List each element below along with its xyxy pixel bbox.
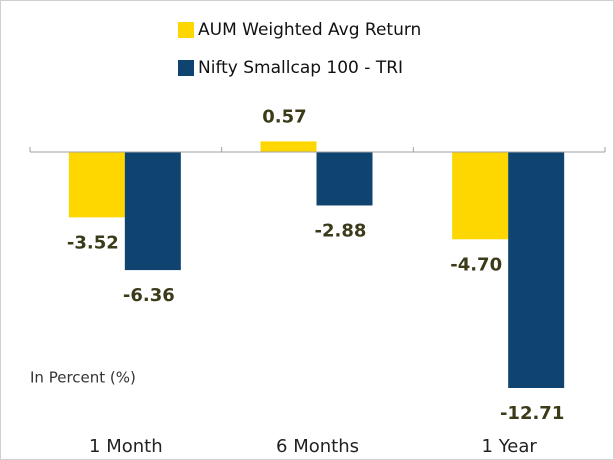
legend-label: AUM Weighted Avg Return bbox=[198, 20, 421, 40]
value-label: 0.57 bbox=[262, 106, 306, 127]
annotation: In Percent (%) bbox=[30, 369, 136, 387]
value-label: -12.71 bbox=[500, 403, 564, 424]
value-label: -2.88 bbox=[315, 220, 367, 241]
bar bbox=[452, 152, 509, 240]
legend-swatch bbox=[178, 22, 194, 38]
bar bbox=[260, 141, 317, 152]
bar bbox=[316, 152, 373, 206]
bar bbox=[124, 152, 181, 271]
value-label: -3.52 bbox=[67, 232, 119, 253]
bar bbox=[508, 152, 565, 388]
x-tick-label: 1 Year bbox=[482, 436, 538, 457]
legend-label: Nifty Smallcap 100 - TRI bbox=[198, 58, 403, 78]
x-tick-label: 1 Month bbox=[89, 436, 163, 457]
x-tick-label: 6 Months bbox=[276, 436, 359, 457]
bar bbox=[68, 152, 125, 218]
value-label: -4.70 bbox=[450, 254, 502, 275]
legend-swatch bbox=[178, 60, 194, 76]
value-label: -6.36 bbox=[123, 285, 175, 306]
